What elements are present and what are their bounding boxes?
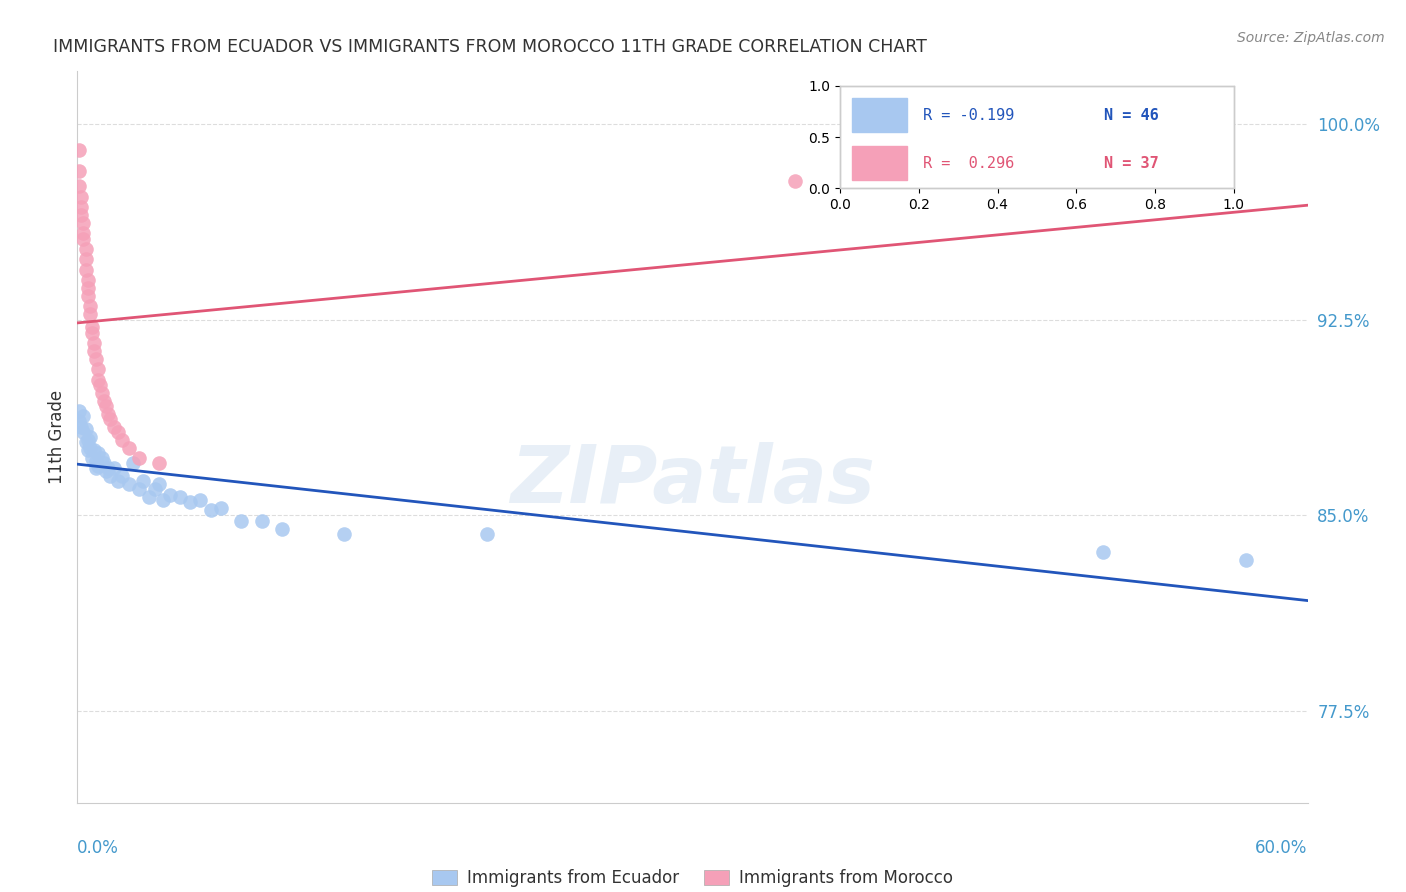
Point [93, 456, 115, 470]
Point [138, 490, 160, 504]
Legend: Immigrants from Ecuador, Immigrants from Morocco: Immigrants from Ecuador, Immigrants from… [425, 863, 960, 892]
Point [143, 483, 166, 497]
Point [117, 441, 139, 455]
Point [107, 425, 129, 439]
Point [333, 526, 356, 541]
Point [67, 414, 90, 428]
Point [271, 522, 294, 536]
Text: 60.0%: 60.0% [1256, 839, 1308, 857]
Point [477, 526, 499, 541]
Text: ZIPatlas: ZIPatlas [510, 442, 875, 520]
Point [67, 163, 90, 178]
Point [107, 475, 129, 489]
Point [87, 362, 110, 376]
Point [231, 514, 253, 528]
Point [84, 461, 107, 475]
Point [70, 419, 93, 434]
Point [1091, 545, 1114, 559]
Point [70, 190, 93, 204]
Point [70, 208, 93, 222]
Point [111, 433, 134, 447]
Point [79, 430, 101, 444]
Point [80, 320, 103, 334]
Point [83, 443, 105, 458]
Point [169, 490, 191, 504]
Point [209, 500, 232, 515]
Point [94, 399, 117, 413]
Point [72, 425, 94, 439]
Point [79, 441, 101, 455]
Point [67, 179, 90, 194]
Point [75, 252, 97, 267]
Point [76, 433, 98, 447]
Point [179, 495, 201, 509]
Point [79, 307, 101, 321]
Point [76, 289, 98, 303]
Point [98, 411, 121, 425]
Point [83, 336, 105, 351]
Point [70, 200, 93, 214]
Point [87, 458, 110, 473]
Point [188, 492, 212, 507]
Point [67, 404, 90, 418]
Point [103, 461, 125, 475]
Point [159, 487, 181, 501]
Point [132, 475, 155, 489]
Point [121, 456, 143, 470]
Point [72, 227, 94, 241]
Point [97, 461, 120, 475]
Point [75, 422, 97, 436]
Point [128, 483, 150, 497]
Point [72, 216, 94, 230]
Point [72, 231, 94, 245]
Point [98, 469, 121, 483]
Point [87, 446, 110, 460]
Point [72, 409, 94, 424]
Point [89, 377, 111, 392]
Point [148, 477, 170, 491]
Point [90, 385, 114, 400]
Point [83, 343, 105, 358]
Point [1234, 553, 1257, 567]
Point [79, 300, 101, 314]
Text: IMMIGRANTS FROM ECUADOR VS IMMIGRANTS FROM MOROCCO 11TH GRADE CORRELATION CHART: IMMIGRANTS FROM ECUADOR VS IMMIGRANTS FR… [53, 38, 927, 56]
Point [75, 242, 97, 256]
Point [80, 326, 103, 340]
Text: 0.0%: 0.0% [77, 839, 120, 857]
Point [67, 143, 90, 157]
Point [76, 273, 98, 287]
Point [111, 469, 134, 483]
Point [128, 450, 150, 465]
Point [84, 453, 107, 467]
Point [783, 174, 806, 188]
Point [200, 503, 222, 517]
Text: Source: ZipAtlas.com: Source: ZipAtlas.com [1237, 31, 1385, 45]
Point [90, 450, 114, 465]
Point [103, 419, 125, 434]
Point [152, 492, 174, 507]
Point [75, 263, 97, 277]
Point [76, 443, 98, 458]
Point [148, 456, 170, 470]
Point [84, 351, 107, 366]
Point [117, 477, 139, 491]
Point [94, 464, 117, 478]
Point [93, 393, 115, 408]
Y-axis label: 11th Grade: 11th Grade [48, 390, 66, 484]
Point [97, 407, 120, 421]
Point [250, 514, 273, 528]
Point [87, 373, 110, 387]
Point [76, 281, 98, 295]
Point [80, 450, 103, 465]
Point [75, 435, 97, 450]
